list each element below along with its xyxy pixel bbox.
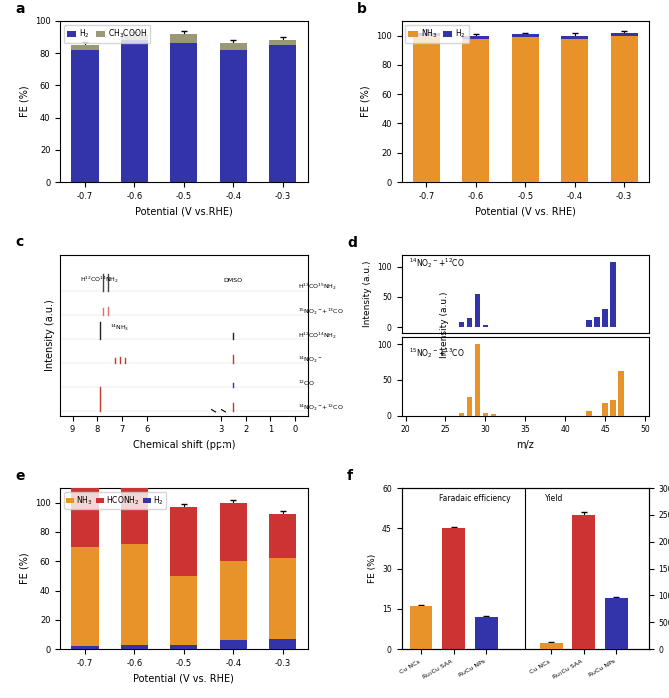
Bar: [573, 515, 595, 649]
Bar: [121, 40, 148, 182]
Text: a: a: [15, 2, 25, 16]
X-axis label: Potential (V vs. RHE): Potential (V vs. RHE): [133, 674, 234, 683]
Bar: [72, 45, 98, 50]
Text: d: d: [347, 236, 357, 250]
Bar: [219, 50, 247, 182]
Bar: [466, 318, 472, 327]
Bar: [618, 371, 624, 415]
Bar: [561, 36, 588, 38]
Bar: [512, 37, 539, 182]
Bar: [72, 646, 98, 649]
Legend: NH$_3$, HCONH$_2$, H$_2$: NH$_3$, HCONH$_2$, H$_2$: [64, 492, 167, 509]
Bar: [610, 262, 616, 327]
Bar: [490, 414, 496, 415]
Bar: [121, 645, 148, 649]
Text: $^{14}$NO$_2$$^-$: $^{14}$NO$_2$$^-$: [298, 355, 322, 364]
Text: c: c: [15, 235, 24, 249]
Bar: [171, 507, 197, 576]
Text: Faradaic efficiency: Faradaic efficiency: [439, 494, 510, 503]
Text: $^{12}$CO: $^{12}$CO: [298, 378, 314, 387]
Bar: [219, 43, 247, 50]
Bar: [121, 544, 148, 649]
Text: $^{14}$NH$_3$: $^{14}$NH$_3$: [110, 323, 129, 334]
Text: f: f: [347, 469, 353, 483]
Bar: [413, 36, 440, 182]
Text: H$^{12}$CO$^{14}$NH$_2$: H$^{12}$CO$^{14}$NH$_2$: [80, 275, 119, 285]
Bar: [602, 309, 608, 327]
Bar: [610, 400, 616, 415]
X-axis label: Potential (V vs. RHE): Potential (V vs. RHE): [475, 207, 576, 216]
Bar: [512, 34, 539, 37]
Bar: [602, 403, 608, 415]
Bar: [594, 318, 600, 327]
Bar: [459, 322, 464, 327]
Bar: [482, 413, 488, 415]
Y-axis label: Intensity (a.u.): Intensity (a.u.): [363, 260, 372, 327]
Bar: [269, 558, 296, 649]
Bar: [219, 503, 247, 561]
X-axis label: Potential (V vs.RHE): Potential (V vs.RHE): [135, 207, 233, 216]
Bar: [466, 397, 472, 415]
Legend: NH$_3$, H$_2$: NH$_3$, H$_2$: [405, 24, 469, 43]
Bar: [540, 643, 563, 649]
Bar: [219, 561, 247, 649]
Y-axis label: FE (%): FE (%): [19, 553, 29, 584]
Bar: [409, 606, 432, 649]
Bar: [171, 34, 197, 43]
Text: $^{14}$NO$_2$$^-$+$^{12}$CO: $^{14}$NO$_2$$^-$+$^{12}$CO: [298, 403, 344, 413]
Bar: [605, 598, 628, 649]
Bar: [413, 33, 440, 36]
X-axis label: m/z: m/z: [516, 440, 534, 450]
Bar: [219, 640, 247, 649]
Bar: [611, 33, 638, 36]
Bar: [475, 617, 498, 649]
Bar: [171, 43, 197, 182]
Y-axis label: FE (%): FE (%): [361, 86, 371, 117]
Bar: [462, 36, 490, 38]
Bar: [269, 45, 296, 182]
Bar: [72, 418, 98, 547]
Bar: [586, 320, 592, 327]
Bar: [474, 294, 480, 327]
Bar: [462, 38, 490, 182]
Bar: [269, 514, 296, 558]
Text: $^{15}$NO$_2$$^-$+$^{13}$CO: $^{15}$NO$_2$$^-$+$^{13}$CO: [409, 346, 465, 360]
Text: DMSO: DMSO: [224, 278, 243, 283]
Bar: [121, 36, 148, 40]
Text: Yield: Yield: [545, 494, 563, 503]
Y-axis label: FE (%): FE (%): [367, 554, 377, 584]
Text: H$^{13}$CO$^{15}$NH$_2$: H$^{13}$CO$^{15}$NH$_2$: [298, 282, 337, 292]
Text: b: b: [357, 2, 367, 16]
Text: $^{15}$NO$_2$$^-$+$^{13}$CO: $^{15}$NO$_2$$^-$+$^{13}$CO: [298, 306, 344, 316]
Text: Intensity (a.u.): Intensity (a.u.): [440, 291, 450, 358]
Bar: [171, 576, 197, 649]
Bar: [121, 460, 148, 544]
Bar: [459, 413, 464, 415]
Legend: H$_2$, CH$_3$COOH: H$_2$, CH$_3$COOH: [64, 24, 151, 43]
Bar: [171, 645, 197, 649]
Y-axis label: Intensity (a.u.): Intensity (a.u.): [45, 299, 55, 371]
Bar: [72, 547, 98, 649]
Text: e: e: [15, 469, 25, 483]
Bar: [442, 528, 465, 649]
Bar: [611, 36, 638, 182]
Text: $^{14}$NO$_2$$^-$+$^{12}$CO: $^{14}$NO$_2$$^-$+$^{12}$CO: [409, 256, 465, 270]
Bar: [269, 40, 296, 45]
Bar: [482, 325, 488, 327]
Bar: [72, 50, 98, 182]
Y-axis label: FE (%): FE (%): [19, 86, 29, 117]
Bar: [561, 38, 588, 182]
Bar: [474, 344, 480, 415]
Bar: [269, 639, 296, 649]
X-axis label: Chemical shift (ppm): Chemical shift (ppm): [132, 440, 235, 450]
Text: H$^{12}$CO$^{14}$NH$_2$: H$^{12}$CO$^{14}$NH$_2$: [298, 330, 337, 341]
Bar: [586, 410, 592, 415]
